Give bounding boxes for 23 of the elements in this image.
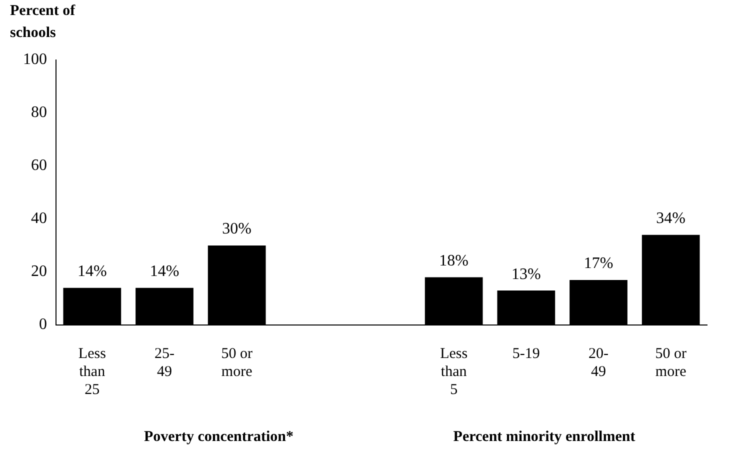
- y-axis-title: Percent of schools: [10, 2, 76, 43]
- data-label: 30%: [222, 220, 252, 238]
- data-label: 14%: [150, 263, 180, 280]
- x-tick-label: 20-49: [588, 346, 608, 380]
- data-label: 13%: [512, 266, 541, 283]
- text: Percent minority enrollment: [453, 429, 636, 445]
- data-label: 17%: [584, 255, 614, 272]
- text: Poverty concentration*: [144, 429, 294, 445]
- x-tick-label: 50 or more: [221, 346, 253, 380]
- y-tick-label: 60: [31, 157, 47, 174]
- x-tick-label: 5-19: [512, 346, 540, 362]
- data-label: 14%: [78, 263, 107, 280]
- y-tick-label: 100: [23, 51, 47, 68]
- y-tick-label: 0: [39, 316, 47, 334]
- x-tick-label: Less than 25: [78, 346, 106, 398]
- x-tick-label: 25-49: [154, 346, 174, 380]
- y-tick-label: 40: [31, 210, 47, 228]
- data-label: 34%: [656, 210, 686, 228]
- x-tick-label: Less than 5: [440, 346, 468, 398]
- data-label: 18%: [439, 252, 468, 270]
- y-tick-label: 20: [31, 263, 47, 280]
- x-tick-label: 50 or more: [655, 346, 687, 380]
- y-tick-label: 80: [31, 104, 47, 122]
